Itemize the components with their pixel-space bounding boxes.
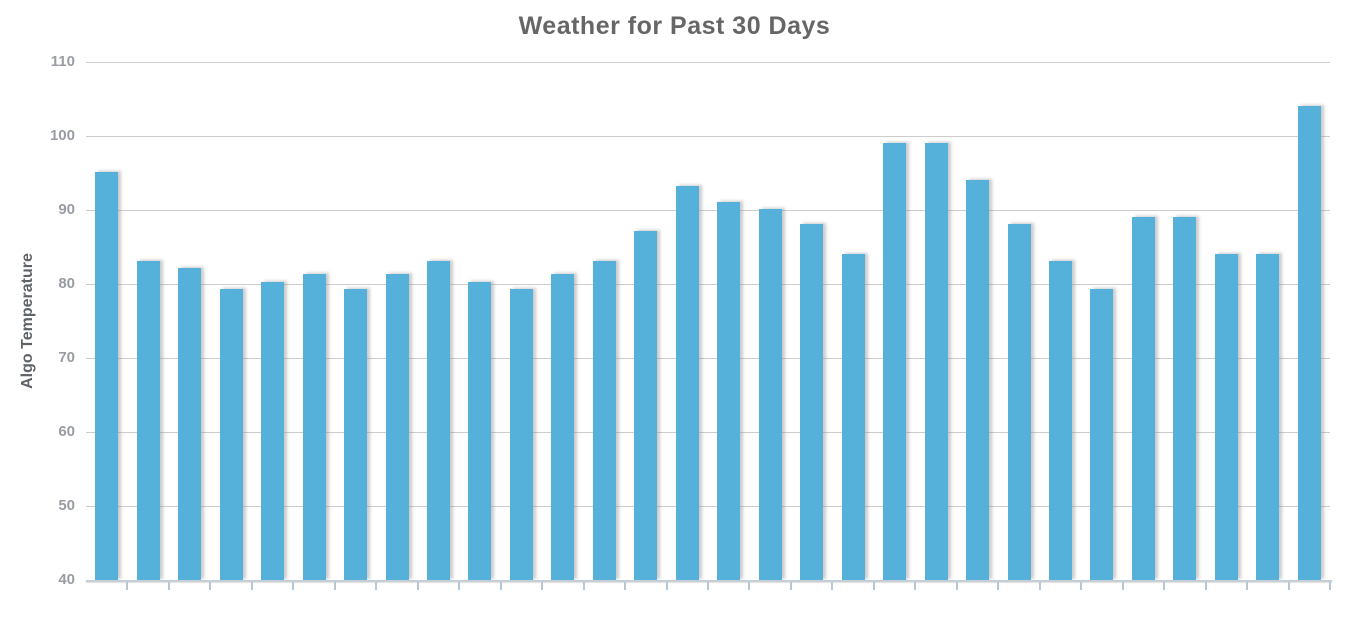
bar-day-4[interactable] <box>219 289 243 580</box>
y-tick-label-70: 70 <box>58 349 75 366</box>
bar-day-13[interactable] <box>592 261 616 580</box>
x-axis-tick-23 <box>1038 582 1041 590</box>
x-axis-tick-2 <box>167 582 170 590</box>
y-tick-label-50: 50 <box>58 497 75 514</box>
bar-day-25[interactable] <box>1090 289 1114 580</box>
x-axis-line <box>86 580 1332 582</box>
x-axis-tick-3 <box>209 582 212 590</box>
bar-day-5[interactable] <box>261 281 285 580</box>
bar-day-6[interactable] <box>302 274 326 580</box>
y-tick-label-100: 100 <box>49 127 75 144</box>
bar-day-9[interactable] <box>426 261 450 580</box>
bar-day-19[interactable] <box>841 253 865 580</box>
x-axis-tick-12 <box>582 582 585 590</box>
bar-day-21[interactable] <box>924 142 948 580</box>
y-tick-label-60: 60 <box>58 423 75 440</box>
y-tick-label-90: 90 <box>58 201 75 218</box>
x-axis-tick-11 <box>541 582 544 590</box>
bar-day-15[interactable] <box>675 186 699 580</box>
gridline-80 <box>86 284 1330 285</box>
x-axis-tick-14 <box>665 582 668 590</box>
y-tick-label-80: 80 <box>58 275 75 292</box>
bar-day-3[interactable] <box>178 267 202 580</box>
x-axis-tick-1 <box>126 582 129 590</box>
bar-day-28[interactable] <box>1214 253 1238 580</box>
y-axis-title: Algo Temperature <box>19 253 36 389</box>
plot-area <box>86 62 1330 580</box>
x-axis-tick-5 <box>292 582 295 590</box>
x-axis-tick-21 <box>955 582 958 590</box>
bar-day-29[interactable] <box>1256 253 1280 580</box>
bar-day-10[interactable] <box>468 281 492 580</box>
x-axis-tick-19 <box>872 582 875 590</box>
bar-day-17[interactable] <box>758 208 782 580</box>
x-axis-tick-10 <box>499 582 502 590</box>
x-axis-tick-22 <box>997 582 1000 590</box>
bar-day-30[interactable] <box>1297 105 1321 580</box>
bar-day-27[interactable] <box>1173 216 1197 580</box>
x-axis-tick-16 <box>748 582 751 590</box>
x-axis-tick-9 <box>458 582 461 590</box>
bar-day-11[interactable] <box>509 289 533 580</box>
y-tick-label-40: 40 <box>58 571 75 588</box>
x-axis-tick-8 <box>416 582 419 590</box>
bar-day-1[interactable] <box>95 171 119 580</box>
bar-day-22[interactable] <box>966 179 990 580</box>
gridline-110 <box>86 62 1330 63</box>
gridline-50 <box>86 506 1330 507</box>
x-axis-tick-26 <box>1163 582 1166 590</box>
gridline-60 <box>86 432 1330 433</box>
gridline-90 <box>86 210 1330 211</box>
bar-day-26[interactable] <box>1131 216 1155 580</box>
x-axis-tick-7 <box>375 582 378 590</box>
x-axis-tick-15 <box>707 582 709 590</box>
x-axis-tick-30 <box>1329 582 1331 590</box>
x-axis-tick-17 <box>789 582 792 590</box>
y-tick-label-110: 110 <box>50 53 75 70</box>
x-axis-tick-29 <box>1287 582 1290 590</box>
bar-day-20[interactable] <box>883 142 907 580</box>
gridline-100 <box>86 136 1330 137</box>
x-axis-tick-18 <box>831 582 834 590</box>
bar-day-14[interactable] <box>634 231 658 580</box>
chart-title: Weather for Past 30 Days <box>518 12 831 40</box>
bar-day-18[interactable] <box>800 224 824 580</box>
bar-day-8[interactable] <box>385 274 409 580</box>
bar-day-7[interactable] <box>344 289 368 580</box>
x-axis-tick-20 <box>914 582 917 590</box>
bar-day-2[interactable] <box>136 261 160 580</box>
x-axis-tick-25 <box>1121 582 1124 590</box>
bar-day-12[interactable] <box>551 274 575 580</box>
x-axis-tick-13 <box>624 582 627 590</box>
x-axis-tick-24 <box>1080 582 1083 590</box>
x-axis-tick-28 <box>1246 582 1249 590</box>
bar-day-24[interactable] <box>1048 261 1072 580</box>
gridline-70 <box>86 358 1330 359</box>
x-axis-tick-6 <box>333 582 336 590</box>
x-axis-tick-27 <box>1204 582 1207 590</box>
bar-day-23[interactable] <box>1007 224 1031 580</box>
x-axis-tick-4 <box>250 582 253 590</box>
bar-day-16[interactable] <box>717 201 741 580</box>
